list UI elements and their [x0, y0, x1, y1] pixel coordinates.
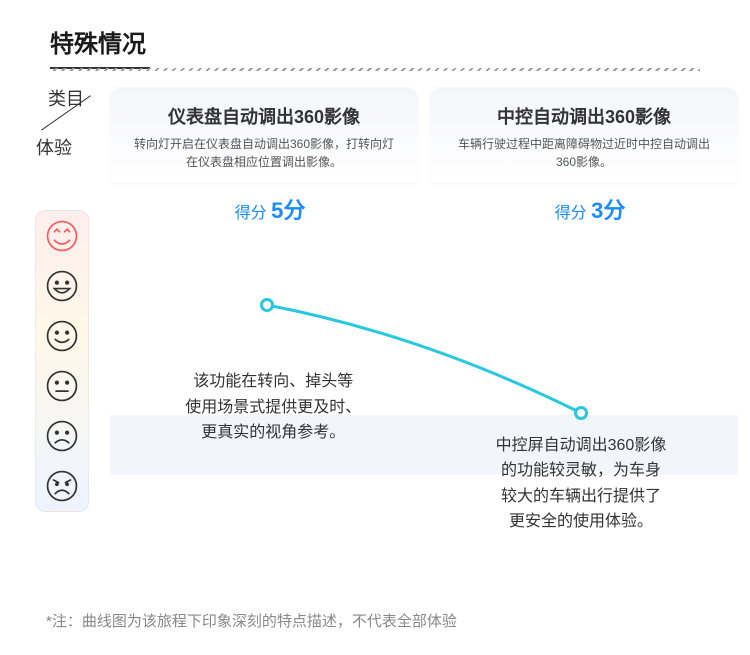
column-header-row: 仪表盘自动调出360影像 转向灯开启在仪表盘自动调出360影像，打转向灯在仪表盘… [110, 61, 750, 183]
chart-point [260, 298, 274, 312]
score-label: 得分 [235, 205, 267, 222]
column-title: 仪表盘自动调出360影像 [128, 103, 400, 129]
column-desc: 车辆行驶过程中距离障碍物过近时中控自动调出360影像。 [448, 135, 720, 171]
score-cell: 得分 3分 [430, 193, 750, 225]
emoji-star-icon [45, 219, 79, 253]
emoji-angry-icon [45, 469, 79, 503]
axis-label-experience: 体验 [36, 134, 108, 160]
chart-area: 该功能在转向、掉头等使用场景式提供更及时、更真实的视角参考。 中控屏自动调出36… [110, 225, 738, 560]
annotation: 中控屏自动调出360影像的功能较灵敏，为车身较大的车辆出行提供了更安全的使用体验… [437, 433, 726, 535]
score-row: 得分 5分 得分 3分 [110, 183, 750, 225]
chart-point [574, 406, 588, 420]
emoji-rail [35, 210, 89, 512]
emoji-frown-icon [45, 419, 79, 453]
score-label: 得分 [555, 205, 587, 222]
emoji-grin-icon [45, 269, 79, 303]
emoji-neutral-icon [45, 369, 79, 403]
axis-label-category: 类目 [48, 85, 108, 119]
score-cell: 得分 5分 [110, 193, 430, 225]
column-card: 中控自动调出360影像 车辆行驶过程中距离障碍物过近时中控自动调出360影像。 [430, 87, 738, 183]
column-desc: 转向灯开启在仪表盘自动调出360影像，打转向灯在仪表盘相应位置调出影像。 [128, 135, 400, 171]
footnote: *注：曲线图为该旅程下印象深刻的特点描述，不代表全部体验 [46, 610, 457, 631]
column-title: 中控自动调出360影像 [448, 103, 720, 129]
score-value: 3分 [591, 198, 625, 223]
score-value: 5分 [271, 198, 305, 223]
column-card: 仪表盘自动调出360影像 转向灯开启在仪表盘自动调出360影像，打转向灯在仪表盘… [110, 87, 418, 183]
axis-corner: 类目 体验 [48, 85, 108, 160]
annotation: 该功能在转向、掉头等使用场景式提供更及时、更真实的视角参考。 [148, 369, 399, 446]
emoji-smile-icon [45, 319, 79, 353]
